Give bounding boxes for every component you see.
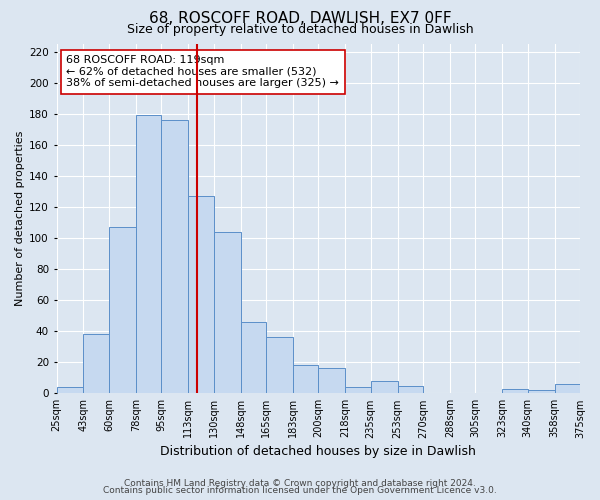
Text: Contains public sector information licensed under the Open Government Licence v3: Contains public sector information licen… [103, 486, 497, 495]
Bar [554, 384, 580, 394]
Bar [109, 227, 136, 394]
Bar [188, 196, 214, 394]
Bar [502, 388, 527, 394]
Y-axis label: Number of detached properties: Number of detached properties [15, 131, 25, 306]
Bar [527, 390, 554, 394]
Text: 68 ROSCOFF ROAD: 119sqm
← 62% of detached houses are smaller (532)
38% of semi-d: 68 ROSCOFF ROAD: 119sqm ← 62% of detache… [66, 55, 339, 88]
Bar [318, 368, 345, 394]
Bar [293, 366, 318, 394]
Text: Contains HM Land Registry data © Crown copyright and database right 2024.: Contains HM Land Registry data © Crown c… [124, 478, 476, 488]
Bar [371, 381, 398, 394]
Bar [214, 232, 241, 394]
Text: Size of property relative to detached houses in Dawlish: Size of property relative to detached ho… [127, 22, 473, 36]
Bar [136, 116, 161, 394]
Bar [161, 120, 188, 394]
Bar [83, 334, 109, 394]
Bar [266, 338, 293, 394]
Bar [398, 386, 423, 394]
X-axis label: Distribution of detached houses by size in Dawlish: Distribution of detached houses by size … [160, 444, 476, 458]
Bar [345, 387, 371, 394]
Bar [56, 387, 83, 394]
Text: 68, ROSCOFF ROAD, DAWLISH, EX7 0FF: 68, ROSCOFF ROAD, DAWLISH, EX7 0FF [149, 11, 451, 26]
Bar [241, 322, 266, 394]
